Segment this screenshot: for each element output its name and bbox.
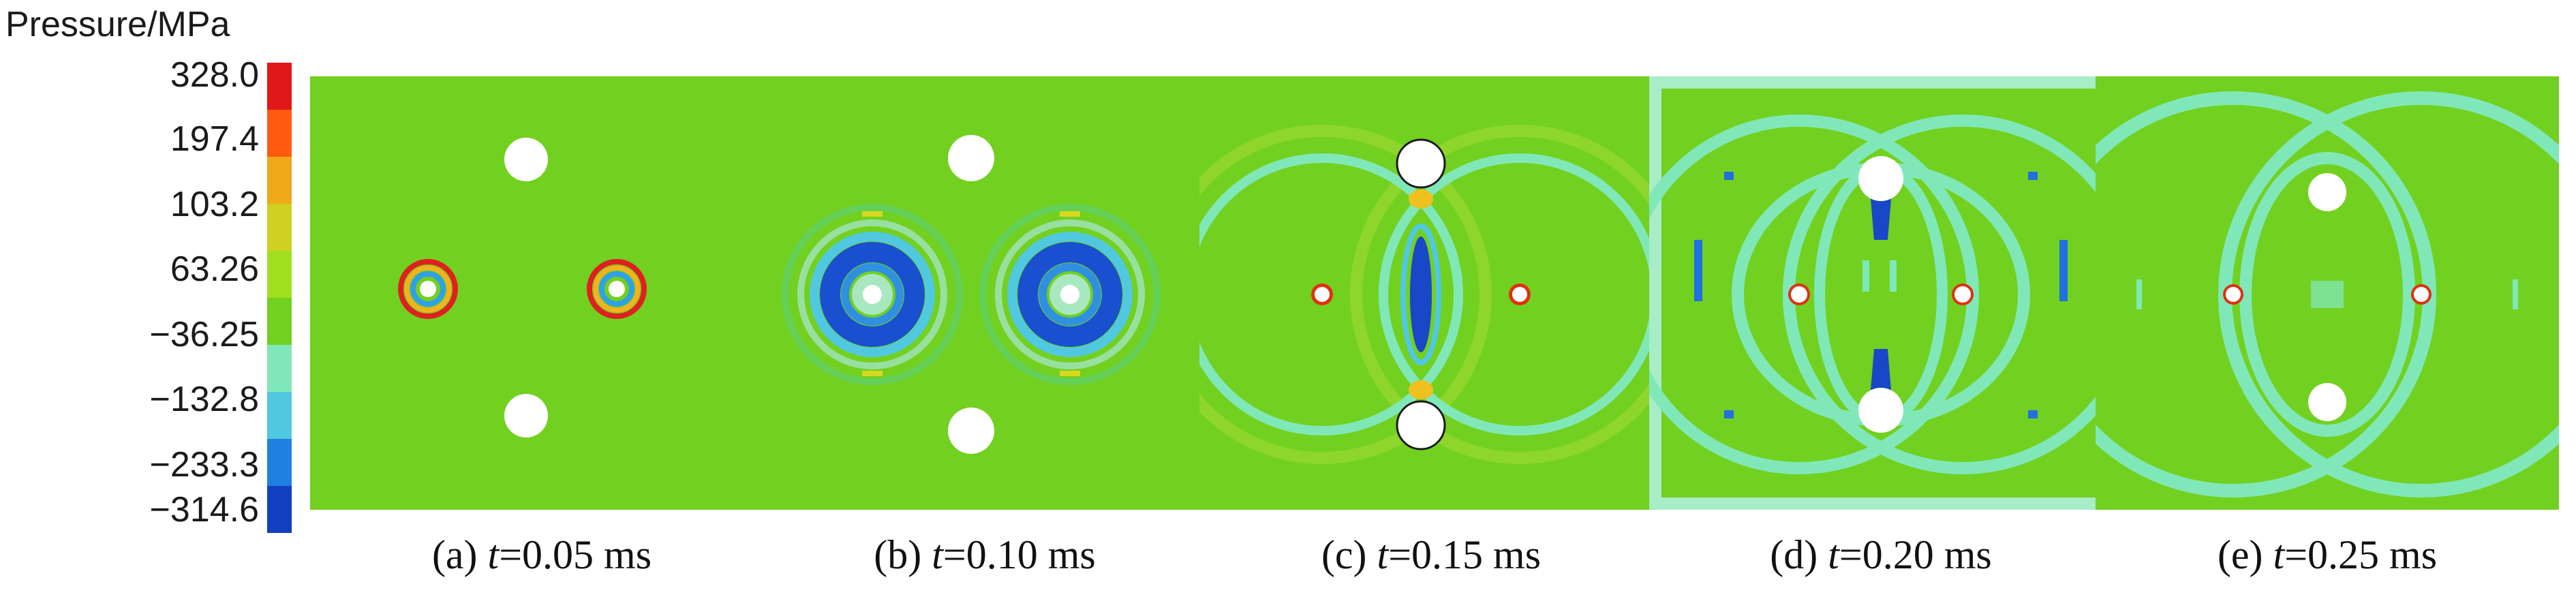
colorbar-gradient	[267, 63, 292, 533]
caption-b: (b) t=0.10 ms	[753, 532, 1216, 579]
colorbar-segment-2	[267, 157, 292, 204]
colorbar-tick-6: −233.3	[149, 445, 260, 485]
panel-c	[1199, 76, 1663, 510]
empty-hole-top	[504, 138, 548, 181]
caption-a: (a) t=0.05 ms	[310, 532, 773, 579]
colorbar-segment-3	[267, 204, 292, 251]
caption-a-prefix: (a)	[431, 532, 488, 577]
colorbar-title: Pressure/MPa	[5, 5, 230, 44]
panel-e	[2096, 76, 2559, 510]
caption-c-prefix: (c)	[1321, 532, 1377, 577]
panel-a	[310, 76, 773, 510]
caption-d-prefix: (d)	[1770, 532, 1828, 577]
colorbar-segment-5	[267, 298, 292, 346]
pressure-field-b	[753, 76, 1216, 510]
colorbar-tick-7: −314.6	[149, 490, 260, 530]
blast-ring-left	[398, 259, 458, 319]
caption-d-rest: =0.20 ms	[1839, 532, 1992, 577]
empty-hole-bottom	[504, 394, 548, 438]
colorbar-tick-2: 103.2	[170, 185, 259, 224]
colorbar-segment-0	[267, 63, 292, 110]
caption-e: (e) t=0.25 ms	[2096, 532, 2559, 579]
caption-e-prefix: (e)	[2217, 532, 2273, 577]
colorbar-tick-1: 197.4	[170, 119, 259, 159]
caption-a-rest: =0.05 ms	[499, 532, 652, 577]
pressure-field-a	[310, 76, 773, 510]
colorbar-segment-6	[267, 345, 292, 393]
colorbar-tick-5: −132.8	[149, 380, 260, 419]
caption-d-var: t	[1828, 532, 1839, 577]
colorbar-segment-8	[267, 439, 292, 487]
caption-b-rest: =0.10 ms	[942, 532, 1096, 577]
pressure-field-e	[2096, 76, 2559, 510]
caption-e-var: t	[2273, 532, 2285, 577]
caption-b-prefix: (b)	[874, 532, 932, 577]
panel-d	[1649, 76, 2113, 510]
colorbar-segment-9	[267, 486, 292, 533]
panel-b	[753, 76, 1216, 510]
pressure-field-d	[1649, 76, 2113, 510]
pressure-field-c	[1199, 76, 1663, 510]
colorbar-segment-7	[267, 392, 292, 440]
caption-d: (d) t=0.20 ms	[1649, 532, 2113, 579]
colorbar-segment-1	[267, 110, 292, 157]
caption-c-var: t	[1377, 532, 1389, 577]
colorbar-tick-3: 63.26	[170, 249, 259, 289]
colorbar-segment-4	[267, 251, 292, 298]
colorbar-tick-0: 328.0	[170, 55, 259, 95]
blast-ring-right	[587, 259, 647, 319]
colorbar-tick-4: −36.25	[149, 315, 260, 354]
colorbar-tick-labels: 328.0 197.4 103.2 63.26 −36.25 −132.8 −2…	[0, 0, 260, 597]
caption-e-rest: =0.25 ms	[2284, 532, 2438, 577]
caption-b-var: t	[932, 532, 943, 577]
caption-c: (c) t=0.15 ms	[1199, 532, 1663, 579]
caption-c-rest: =0.15 ms	[1388, 532, 1542, 577]
caption-a-var: t	[487, 532, 500, 577]
